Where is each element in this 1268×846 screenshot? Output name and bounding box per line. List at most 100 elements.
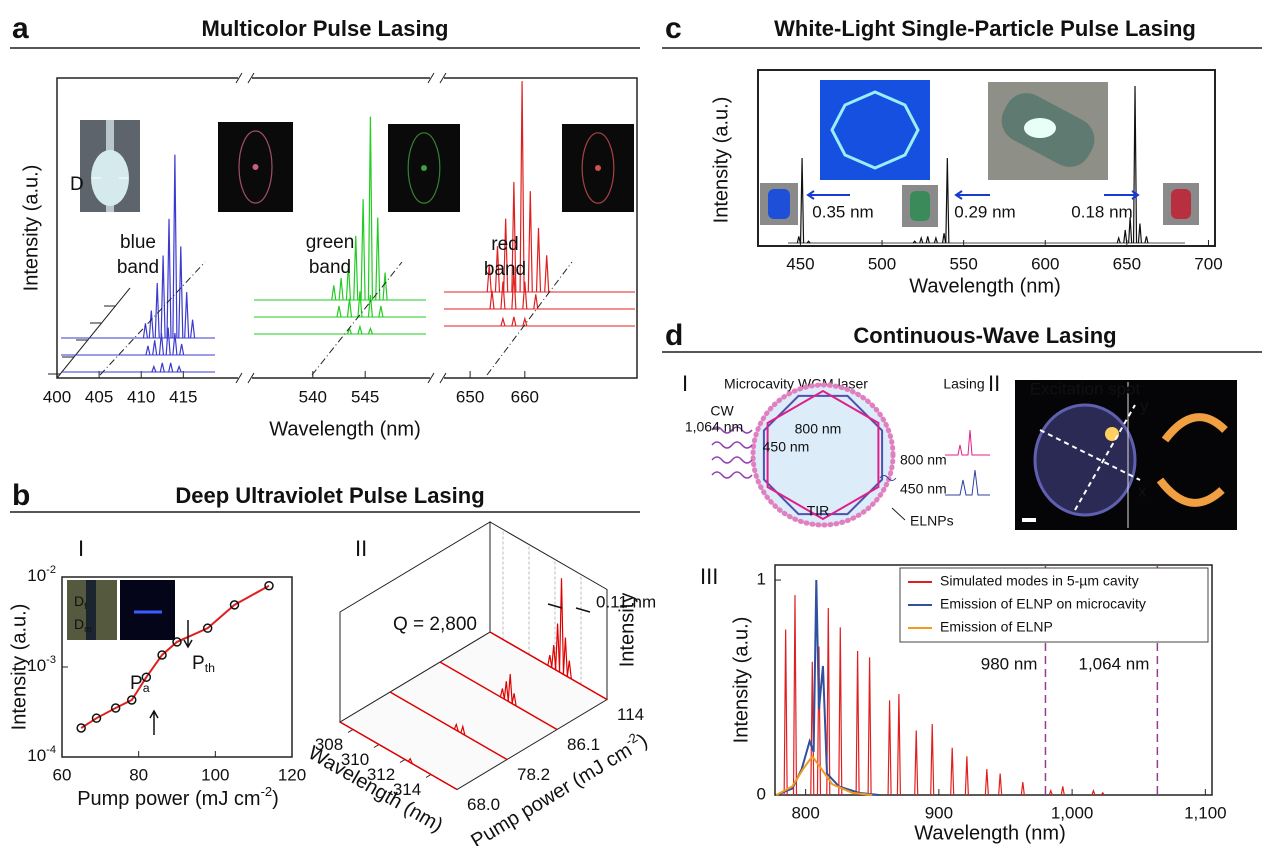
inset-label: Dm: [74, 616, 92, 635]
linewidth-arrow: [806, 190, 850, 200]
x-tick-label: 450: [786, 254, 814, 273]
excitation-spot: [1105, 427, 1119, 441]
x-tick-label: 550: [949, 254, 977, 273]
inset-fiber: [86, 580, 96, 640]
band-label: band: [117, 257, 159, 278]
peak: [535, 227, 542, 293]
peak: [783, 629, 788, 796]
pump-wave: [711, 426, 753, 434]
panel-sub-label: I: [78, 536, 84, 561]
peak: [826, 607, 831, 796]
peak: [494, 246, 501, 293]
peak: [486, 264, 492, 293]
x-axis-label-part: Pump power (mJ cm: [77, 788, 260, 810]
x-axis-label: Pump power (mJ cm-2): [77, 784, 279, 810]
inset-label-part: m: [84, 624, 92, 634]
plot-frame: [774, 564, 1213, 796]
peak: [511, 272, 517, 310]
diagram-text: TIR: [807, 503, 830, 519]
axis-guide: [1039, 429, 1141, 481]
diagram-text: Lasing: [943, 376, 984, 392]
annotation: Q = 2,800: [393, 614, 477, 635]
x-tick-label: 80: [129, 765, 148, 784]
data-point: [110, 703, 121, 713]
peak: [1123, 229, 1128, 244]
peak: [855, 650, 860, 796]
peak: [519, 81, 525, 293]
x-tick-label: 800: [791, 803, 819, 822]
inset-glow: [238, 130, 273, 204]
output-spectrum: [945, 429, 990, 456]
x-tick: [425, 774, 432, 778]
x-tick: [399, 759, 406, 763]
peak: [511, 693, 517, 706]
axis-break: [235, 72, 255, 84]
x-tick-label: 700: [1194, 254, 1222, 273]
peak: [336, 305, 342, 318]
peak: [172, 332, 178, 356]
image-text: x: [1138, 481, 1147, 500]
x-axis-label: Wavelength (nm): [269, 418, 421, 440]
guide-line: [311, 261, 403, 376]
threshold-label-part: P: [130, 673, 143, 694]
peak: [558, 578, 565, 675]
inset-label: Df: [74, 593, 87, 612]
data-point: [172, 637, 182, 647]
panel-sub-label: I: [682, 371, 688, 396]
panel-title: Continuous-Wave Lasing: [853, 323, 1116, 348]
arrow: [149, 709, 159, 735]
x-tick-label: 650: [1113, 254, 1141, 273]
peak: [331, 285, 337, 301]
peak: [562, 637, 568, 677]
peak: [544, 255, 550, 293]
peak: [566, 660, 572, 679]
peak: [912, 240, 917, 244]
panel-letter: b: [12, 479, 30, 512]
trace-baseline: [489, 631, 608, 701]
peak: [1128, 217, 1133, 244]
threshold-label: Pa: [130, 673, 150, 695]
x-tick-label: 314: [393, 780, 421, 799]
x-tick: [373, 744, 380, 748]
x-tick-label: 540: [299, 387, 327, 406]
image-text: y: [1140, 396, 1149, 415]
diagram-text: 1,064 nm: [685, 419, 743, 435]
threshold-label: Pth: [192, 653, 215, 675]
panel-letter: a: [12, 12, 29, 45]
peak: [1100, 791, 1105, 796]
peak: [533, 294, 539, 310]
annotation: 0.18 nm: [1071, 202, 1132, 221]
peak: [489, 290, 495, 310]
peak: [887, 700, 892, 796]
y-tick-label-part: 10: [27, 566, 46, 585]
inset-label-part: D: [74, 616, 84, 632]
x-tick-label: 545: [351, 387, 379, 406]
inset-image: [120, 580, 175, 640]
peak: [151, 364, 157, 373]
peak: [964, 756, 969, 796]
leader: [891, 507, 906, 521]
y-tick-label-part: -2: [46, 564, 56, 576]
guide-line: [99, 261, 206, 376]
peak: [159, 362, 165, 373]
peak: [522, 281, 528, 310]
axis-break: [238, 374, 252, 382]
peak: [500, 281, 506, 310]
diagram-text: CW: [710, 403, 734, 419]
peak: [998, 773, 1003, 796]
data-point: [264, 580, 274, 591]
x-tick-label: 1,100: [1184, 803, 1227, 822]
panel-sub-label: II: [355, 536, 367, 561]
x-tick-label: 500: [868, 254, 896, 273]
peak: [1144, 236, 1149, 244]
legend-label: Emission of ELNP: [940, 619, 1053, 635]
y-axis-label: Intensity (a.u.): [730, 617, 752, 744]
peak: [499, 688, 505, 700]
x-tick-label: 600: [1031, 254, 1059, 273]
inset-pattern: [830, 90, 920, 170]
peak: [930, 724, 935, 796]
x-axis-label: Wavelength (nm): [909, 275, 1061, 297]
axis-break: [427, 372, 447, 384]
x-tick-label: 400: [43, 387, 71, 406]
peak: [551, 644, 557, 670]
